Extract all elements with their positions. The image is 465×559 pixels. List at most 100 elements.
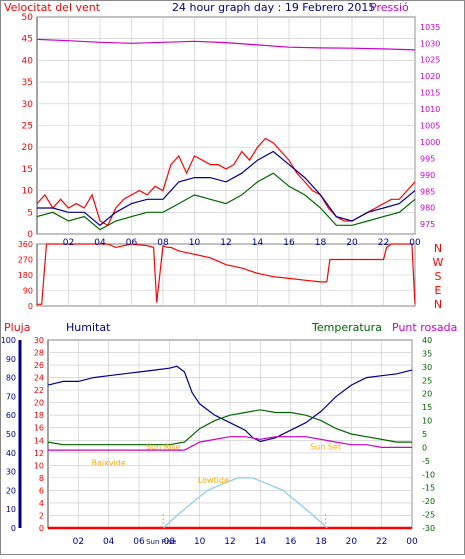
wind-x-tick-label: 04 — [94, 238, 106, 248]
climate-x-tick-label: 06 — [133, 537, 145, 547]
compass-label: S — [435, 270, 442, 283]
climate-series-line-4 — [162, 477, 328, 529]
climate-x-tick-label: 02 — [73, 537, 84, 547]
wind-x-tick-label: 02 — [63, 238, 74, 248]
rain-y-tick-label: 4 — [39, 499, 44, 508]
humidity-y-tick-label: 100 — [1, 336, 16, 345]
climate-x-tick-label: 08 — [164, 537, 176, 547]
temperature-y-tick-label: 10 — [422, 417, 432, 426]
wind-x-tick-label: 10 — [189, 238, 201, 248]
annotation-label: Baixvide — [92, 458, 126, 467]
pressure-y-tick-label: 1010 — [420, 105, 440, 114]
climate-x-tick-label: 18 — [315, 537, 327, 547]
wind-y-tick-label: 50 — [22, 13, 34, 23]
humidity-y-tick-label: 10 — [6, 505, 16, 514]
pressure-y-tick-label: 990 — [420, 171, 435, 180]
wind-x-tick-label: 20 — [346, 238, 358, 248]
direction-y-tick-label: 180 — [18, 271, 33, 280]
direction-y-tick-label: 0 — [28, 302, 33, 311]
humidity-y-tick-label: 80 — [6, 374, 16, 383]
pressure-y-tick-label: 1015 — [420, 89, 440, 98]
wind-x-tick-label: 08 — [157, 238, 169, 248]
rain-y-tick-label: 24 — [34, 374, 44, 383]
wind-y-tick-label: 5 — [27, 208, 33, 218]
temperature-y-tick-label: -15 — [422, 484, 435, 493]
pressure-y-tick-label: 995 — [420, 154, 435, 163]
temperature-y-tick-label: 0 — [422, 443, 427, 452]
legend-temperature: Temperatura — [311, 321, 382, 334]
tick-label-layer: 0510152025303540455097598098599099510001… — [1, 13, 444, 547]
rain-y-tick-label: 20 — [34, 399, 44, 408]
climate-series-line-0 — [47, 365, 413, 443]
climate-x-tick-label: 22 — [376, 537, 387, 547]
temperature-y-tick-label: 30 — [422, 363, 432, 372]
compass-label: W — [433, 256, 444, 269]
wind-y-tick-label: 40 — [22, 56, 34, 66]
climate-x-tick-label: 14 — [255, 537, 267, 547]
humidity-y-tick-label: 70 — [6, 392, 16, 401]
pressure-label: Pressió — [370, 1, 409, 14]
humidity-y-tick-label: 90 — [6, 355, 16, 364]
wind-x-tick-label: 12 — [220, 238, 231, 248]
graph-title: 24 hour graph day : 19 Febrero 2015 — [172, 1, 375, 14]
annotation-label: Sun Set — [310, 443, 341, 452]
climate-series-line-2 — [48, 436, 412, 451]
wind-y-tick-label: 0 — [27, 230, 33, 240]
pressure-y-tick-label: 1005 — [420, 122, 440, 131]
wind-x-tick-label: 14 — [252, 238, 264, 248]
wind-speed-label: Velocitat del vent — [4, 1, 101, 14]
climate-x-tick-label: 20 — [346, 537, 358, 547]
temperature-y-tick-label: -25 — [422, 511, 435, 520]
pressure-y-tick-label: 1025 — [420, 56, 440, 65]
wind-x-tick-label: 00 — [409, 238, 421, 248]
wind-y-tick-label: 35 — [22, 78, 33, 88]
temperature-y-tick-label: 25 — [422, 376, 432, 385]
humidity-y-tick-label: 40 — [6, 449, 16, 458]
temperature-y-tick-label: -30 — [422, 524, 435, 533]
rain-y-tick-label: 28 — [34, 349, 44, 358]
temperature-y-tick-label: 40 — [422, 336, 432, 345]
rain-y-tick-label: 16 — [34, 424, 44, 433]
humidity-y-tick-label: 60 — [6, 411, 16, 420]
wind-series-line-2 — [36, 172, 416, 231]
compass-label: E — [435, 284, 442, 297]
rain-y-tick-label: 26 — [34, 361, 44, 370]
temperature-y-tick-label: -10 — [422, 470, 435, 479]
wind-x-tick-label: 06 — [126, 238, 138, 248]
pressure-y-tick-label: 975 — [420, 220, 435, 229]
pressure-y-tick-label: 1035 — [420, 23, 440, 32]
legend-rain: Pluja — [4, 321, 30, 334]
temperature-y-tick-label: 5 — [422, 430, 427, 439]
temperature-y-tick-label: 35 — [422, 349, 432, 358]
pressure-y-tick-label: 985 — [420, 187, 435, 196]
rain-y-tick-label: 14 — [34, 436, 44, 445]
grid-layer — [18, 16, 416, 529]
temperature-y-tick-label: 20 — [422, 390, 432, 399]
wind-x-tick-label: 22 — [378, 238, 389, 248]
pressure-y-tick-label: 1020 — [420, 72, 440, 81]
series-layer — [36, 38, 416, 530]
wind-y-tick-label: 20 — [22, 143, 34, 153]
climate-series-line-1 — [47, 409, 412, 446]
rain-y-tick-label: 30 — [34, 336, 44, 345]
rain-y-tick-label: 10 — [34, 461, 44, 470]
pressure-y-tick-label: 980 — [420, 204, 435, 213]
direction-series-line-0 — [37, 243, 416, 305]
rain-y-tick-label: 12 — [34, 449, 44, 458]
compass-label: N — [434, 298, 442, 311]
humidity-y-tick-label: 20 — [6, 486, 16, 495]
climate-x-tick-label: 10 — [194, 537, 206, 547]
direction-y-tick-label: 270 — [18, 256, 33, 265]
temperature-y-tick-label: -20 — [422, 497, 435, 506]
wind-y-tick-label: 30 — [22, 100, 34, 110]
legend-dew-point: Punt rosada — [392, 321, 457, 334]
wind-y-tick-label: 10 — [22, 187, 34, 197]
climate-x-tick-label: 16 — [285, 537, 297, 547]
climate-x-tick-label: 04 — [103, 537, 115, 547]
wind-x-tick-label: 18 — [315, 238, 327, 248]
climate-x-tick-label: 00 — [406, 537, 418, 547]
rain-y-tick-label: 2 — [39, 511, 44, 520]
